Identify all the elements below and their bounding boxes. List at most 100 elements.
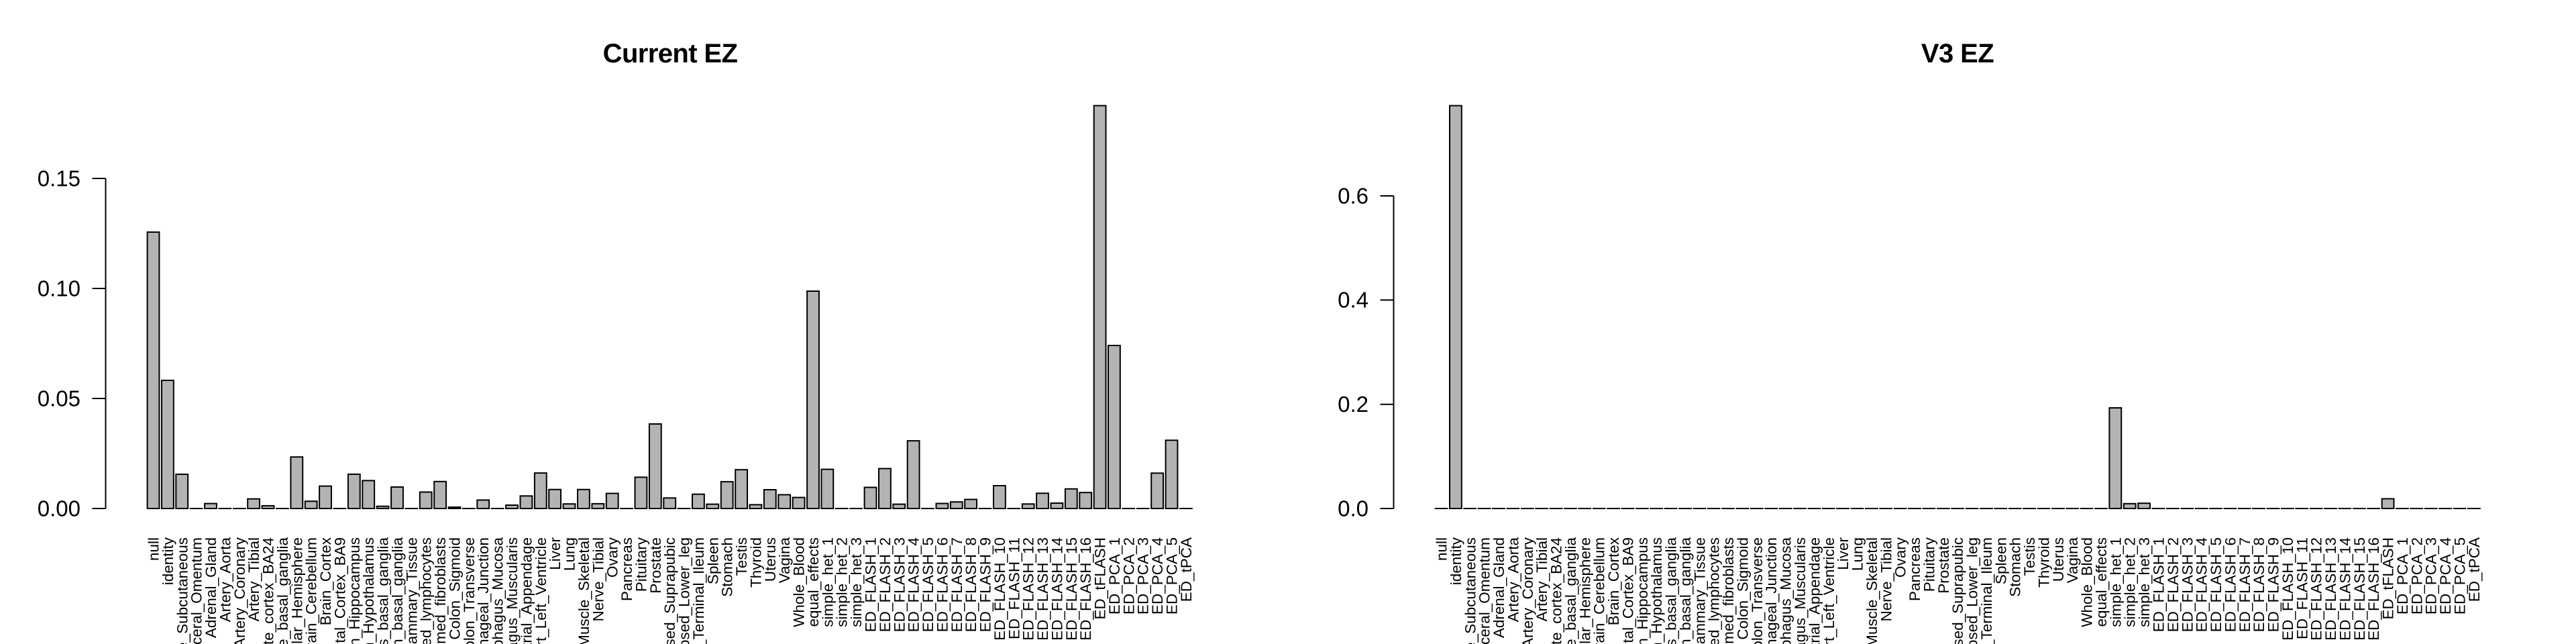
svg-text:Lung: Lung: [1849, 537, 1866, 571]
svg-text:Esophagus_Muscularis: Esophagus_Muscularis: [1792, 537, 1809, 644]
svg-text:Brain_Putamen_basal_ganglia: Brain_Putamen_basal_ganglia: [389, 537, 406, 644]
svg-text:Adrenal_Gland: Adrenal_Gland: [203, 537, 219, 638]
svg-text:Esophagus_Gastroesophageal_Jun: Esophagus_Gastroesophageal_Junction: [1763, 537, 1780, 644]
svg-text:ED_FLASH_16: ED_FLASH_16: [1077, 537, 1094, 641]
svg-text:Colon_Transverse: Colon_Transverse: [1749, 537, 1766, 644]
svg-text:Cells_Transformed_fibroblasts: Cells_Transformed_fibroblasts: [432, 537, 449, 644]
svg-text:Esophagus_Mucosa: Esophagus_Mucosa: [490, 537, 506, 644]
svg-text:Brain_Cerebellar_Hemisphere: Brain_Cerebellar_Hemisphere: [288, 537, 305, 644]
svg-text:Stomach: Stomach: [2007, 537, 2024, 597]
svg-text:Heart_Left_Ventricle: Heart_Left_Ventricle: [533, 537, 549, 644]
svg-text:ED_FLASH_9: ED_FLASH_9: [2265, 537, 2282, 632]
svg-text:Skin_Not_Sun_Exposed_Suprapubi: Skin_Not_Sun_Exposed_Suprapubic: [1949, 537, 1966, 644]
svg-text:ED_FLASH_12: ED_FLASH_12: [1020, 537, 1037, 641]
svg-text:ED_FLASH_11: ED_FLASH_11: [2294, 537, 2310, 639]
svg-text:V3 EZ: V3 EZ: [1921, 39, 1994, 68]
svg-text:Esophagus_Gastroesophageal_Jun: Esophagus_Gastroesophageal_Junction: [475, 537, 492, 644]
svg-text:null: null: [146, 537, 162, 561]
svg-text:Lung: Lung: [561, 537, 578, 571]
svg-text:Adipose_Subcutaneous: Adipose_Subcutaneous: [1462, 537, 1479, 644]
svg-text:Colon_Sigmoid: Colon_Sigmoid: [447, 537, 464, 640]
svg-text:ED_PCA_4: ED_PCA_4: [2437, 537, 2454, 614]
svg-text:Brain_Cortex: Brain_Cortex: [1605, 537, 1622, 625]
svg-text:Adipose_Subcutaneous: Adipose_Subcutaneous: [174, 537, 191, 644]
svg-text:ED_PCA_2: ED_PCA_2: [2408, 537, 2425, 614]
svg-text:Breast_Mammary_Tissue: Breast_Mammary_Tissue: [1691, 537, 1708, 644]
svg-text:0.4: 0.4: [1338, 288, 1368, 313]
svg-text:Skin_Sun_Exposed_Lower_leg: Skin_Sun_Exposed_Lower_leg: [676, 537, 693, 644]
svg-text:Prostate: Prostate: [1935, 537, 1952, 594]
svg-text:Brain_Caudate_basal_ganglia: Brain_Caudate_basal_ganglia: [1562, 537, 1579, 644]
svg-text:Brain_Cerebellar_Hemisphere: Brain_Cerebellar_Hemisphere: [1576, 537, 1593, 644]
svg-text:ED_FLASH_13: ED_FLASH_13: [2322, 537, 2339, 641]
svg-text:Artery_Aorta: Artery_Aorta: [1505, 537, 1521, 623]
svg-text:ED_FLASH_4: ED_FLASH_4: [2194, 537, 2210, 632]
svg-text:ED_FLASH_13: ED_FLASH_13: [1034, 537, 1051, 641]
svg-text:ED_FLASH_1: ED_FLASH_1: [2151, 537, 2167, 632]
svg-text:ED_FLASH_9: ED_FLASH_9: [977, 537, 994, 632]
svg-text:Artery_Coronary: Artery_Coronary: [231, 537, 248, 644]
svg-text:simple_het_2: simple_het_2: [834, 537, 851, 627]
svg-text:ED_FLASH_3: ED_FLASH_3: [2179, 537, 2196, 632]
svg-text:Testis: Testis: [733, 537, 750, 576]
svg-text:Heart_Left_Ventricle: Heart_Left_Ventricle: [1821, 537, 1837, 644]
svg-text:Artery_Aorta: Artery_Aorta: [217, 537, 233, 623]
svg-text:0.05: 0.05: [38, 386, 80, 411]
svg-text:Pancreas: Pancreas: [1907, 537, 1923, 601]
svg-text:Brain_Cerebellum: Brain_Cerebellum: [1591, 537, 1608, 644]
svg-text:ED_FLASH_5: ED_FLASH_5: [920, 537, 936, 632]
svg-text:Brain_Hippocampus: Brain_Hippocampus: [346, 537, 363, 644]
svg-text:ED_FLASH_10: ED_FLASH_10: [991, 537, 1008, 641]
svg-text:Adipose_Visceral_Omentum: Adipose_Visceral_Omentum: [1477, 537, 1493, 644]
svg-text:Brain_Frontal_Cortex_BA9: Brain_Frontal_Cortex_BA9: [1619, 537, 1636, 644]
svg-text:Muscle_Skeletal: Muscle_Skeletal: [1864, 537, 1880, 644]
svg-text:ED_FLASH_12: ED_FLASH_12: [2308, 537, 2325, 641]
svg-text:Heart_Atrial_Appendage: Heart_Atrial_Appendage: [518, 537, 535, 644]
svg-text:ED_PCA_5: ED_PCA_5: [1164, 537, 1181, 614]
svg-text:Spleen: Spleen: [1992, 537, 2009, 584]
svg-text:Brain_Anterior_cingulate_corte: Brain_Anterior_cingulate_cortex_BA24: [260, 537, 277, 644]
svg-text:simple_het_2: simple_het_2: [2122, 537, 2139, 627]
svg-text:Brain_Nucleus_accumbens_basal_: Brain_Nucleus_accumbens_basal_ganglia: [375, 537, 392, 644]
svg-text:Cells_EBV-transformed_lymphocy: Cells_EBV-transformed_lymphocytes: [1706, 537, 1723, 644]
svg-text:ED_FLASH_14: ED_FLASH_14: [2337, 537, 2353, 641]
svg-text:identity: identity: [160, 537, 176, 585]
svg-text:Brain_Hippocampus: Brain_Hippocampus: [1634, 537, 1651, 644]
svg-text:Pancreas: Pancreas: [619, 537, 635, 601]
svg-text:Cells_Transformed_fibroblasts: Cells_Transformed_fibroblasts: [1720, 537, 1737, 644]
svg-text:ED_PCA_2: ED_PCA_2: [1120, 537, 1137, 614]
svg-text:ED_FLASH_5: ED_FLASH_5: [2208, 537, 2224, 632]
svg-text:Brain_Cerebellum: Brain_Cerebellum: [303, 537, 320, 644]
svg-text:Uterus: Uterus: [762, 537, 779, 582]
svg-text:ED_PCA_3: ED_PCA_3: [1135, 537, 1152, 614]
svg-text:ED_FLASH_6: ED_FLASH_6: [934, 537, 951, 632]
svg-text:ED_tPCA: ED_tPCA: [2466, 537, 2483, 602]
svg-text:ED_FLASH_7: ED_FLASH_7: [2237, 537, 2253, 632]
svg-text:Brain_Hypothalamus: Brain_Hypothalamus: [1648, 537, 1665, 644]
svg-text:0.2: 0.2: [1338, 392, 1368, 417]
svg-text:0.10: 0.10: [38, 276, 80, 301]
svg-text:Esophagus_Muscularis: Esophagus_Muscularis: [504, 537, 521, 644]
svg-text:ED_tFLASH: ED_tFLASH: [2380, 537, 2397, 620]
svg-text:Brain_Hypothalamus: Brain_Hypothalamus: [360, 537, 377, 644]
svg-text:Whole_Blood: Whole_Blood: [791, 537, 808, 627]
svg-text:Brain_Putamen_basal_ganglia: Brain_Putamen_basal_ganglia: [1677, 537, 1694, 644]
svg-text:ED_FLASH_16: ED_FLASH_16: [2365, 537, 2382, 641]
svg-text:Liver: Liver: [1835, 537, 1851, 570]
svg-text:Skin_Not_Sun_Exposed_Suprapubi: Skin_Not_Sun_Exposed_Suprapubic: [661, 537, 678, 644]
svg-text:Heart_Atrial_Appendage: Heart_Atrial_Appendage: [1806, 537, 1823, 644]
svg-text:Brain_Nucleus_accumbens_basal_: Brain_Nucleus_accumbens_basal_ganglia: [1663, 537, 1680, 644]
svg-text:Thyroid: Thyroid: [2036, 537, 2053, 588]
svg-text:Adipose_Visceral_Omentum: Adipose_Visceral_Omentum: [189, 537, 205, 644]
svg-text:Colon_Sigmoid: Colon_Sigmoid: [1735, 537, 1752, 640]
svg-text:Uterus: Uterus: [2050, 537, 2067, 582]
svg-text:Cells_EBV-transformed_lymphocy: Cells_EBV-transformed_lymphocytes: [418, 537, 435, 644]
svg-text:simple_het_1: simple_het_1: [2107, 537, 2124, 627]
svg-text:ED_FLASH_15: ED_FLASH_15: [2351, 537, 2368, 641]
svg-text:ED_FLASH_7: ED_FLASH_7: [949, 537, 965, 632]
svg-text:Brain_Frontal_Cortex_BA9: Brain_Frontal_Cortex_BA9: [331, 537, 348, 644]
svg-text:0.0: 0.0: [1338, 496, 1368, 521]
svg-text:ED_FLASH_6: ED_FLASH_6: [2222, 537, 2239, 632]
svg-text:Prostate: Prostate: [647, 537, 664, 594]
svg-text:ED_FLASH_2: ED_FLASH_2: [877, 537, 894, 632]
